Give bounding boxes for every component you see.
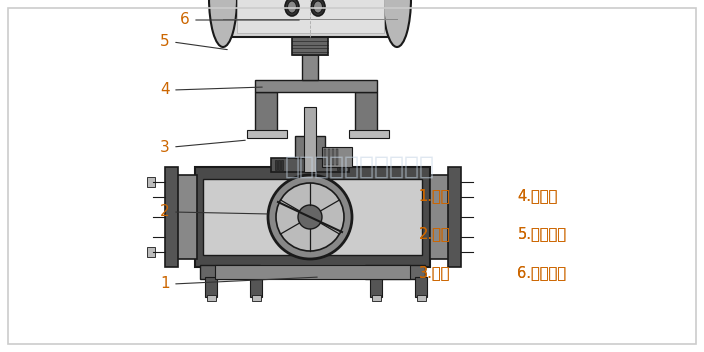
Bar — [349, 130, 389, 138]
Bar — [271, 158, 349, 172]
Bar — [252, 295, 261, 301]
Ellipse shape — [285, 0, 299, 16]
Bar — [448, 167, 461, 267]
Text: 5: 5 — [161, 34, 170, 50]
Bar — [343, 160, 345, 170]
Bar — [370, 277, 382, 297]
Bar — [147, 247, 155, 257]
Text: 6: 6 — [180, 13, 190, 27]
Bar — [322, 147, 352, 167]
Ellipse shape — [313, 1, 322, 13]
Text: 2: 2 — [161, 205, 170, 220]
Text: 6.控制附件: 6.控制附件 — [517, 265, 567, 280]
Text: 3: 3 — [160, 139, 170, 155]
Text: 5.执行机构: 5.执行机构 — [517, 227, 567, 241]
Bar — [255, 92, 277, 132]
Text: 智鹏阀门集团有限公司: 智鹏阀门集团有限公司 — [285, 155, 435, 179]
Text: 4: 4 — [161, 82, 170, 98]
Text: 1.阀体: 1.阀体 — [419, 188, 451, 203]
Bar — [247, 130, 287, 138]
Text: 1.阀体: 1.阀体 — [419, 188, 451, 203]
Text: 6.控制附件: 6.控制附件 — [517, 265, 567, 280]
Bar — [275, 160, 277, 170]
Bar — [207, 295, 216, 301]
Bar — [332, 149, 334, 165]
Bar — [337, 160, 339, 170]
Bar — [215, 265, 410, 279]
Bar — [328, 149, 330, 165]
Bar — [324, 149, 326, 165]
Ellipse shape — [311, 0, 325, 16]
Bar — [200, 265, 260, 279]
Bar — [255, 80, 377, 92]
Text: 2.阀芯: 2.阀芯 — [419, 227, 451, 241]
Ellipse shape — [383, 0, 411, 47]
Bar — [147, 177, 155, 187]
Ellipse shape — [287, 1, 296, 13]
Bar — [415, 277, 427, 297]
Bar — [365, 265, 425, 279]
Bar — [223, 0, 398, 37]
Bar — [203, 179, 422, 255]
Bar — [237, 0, 384, 33]
Bar — [355, 92, 377, 132]
Text: 4.连接轴: 4.连接轴 — [517, 188, 558, 203]
Bar — [430, 175, 450, 259]
Bar — [336, 149, 338, 165]
Bar — [165, 167, 178, 267]
Bar — [372, 295, 381, 301]
Bar — [295, 136, 325, 158]
Text: 4.连接轴: 4.连接轴 — [517, 188, 558, 203]
Bar — [304, 107, 316, 172]
Circle shape — [276, 183, 344, 251]
Ellipse shape — [209, 0, 237, 47]
Circle shape — [298, 205, 322, 229]
Bar — [417, 295, 426, 301]
Text: 5.执行机构: 5.执行机构 — [517, 227, 567, 241]
Bar — [302, 50, 318, 80]
Bar — [205, 277, 217, 297]
Text: 3.支架: 3.支架 — [419, 265, 451, 280]
Bar — [250, 277, 262, 297]
Circle shape — [268, 175, 352, 259]
Bar — [195, 167, 430, 267]
Bar — [281, 160, 283, 170]
Bar — [292, 37, 328, 55]
Bar — [177, 175, 197, 259]
Bar — [340, 160, 342, 170]
Text: 3.支架: 3.支架 — [419, 265, 451, 280]
Text: 2.阀芯: 2.阀芯 — [419, 227, 451, 241]
Bar — [278, 160, 280, 170]
Text: 1: 1 — [161, 277, 170, 291]
